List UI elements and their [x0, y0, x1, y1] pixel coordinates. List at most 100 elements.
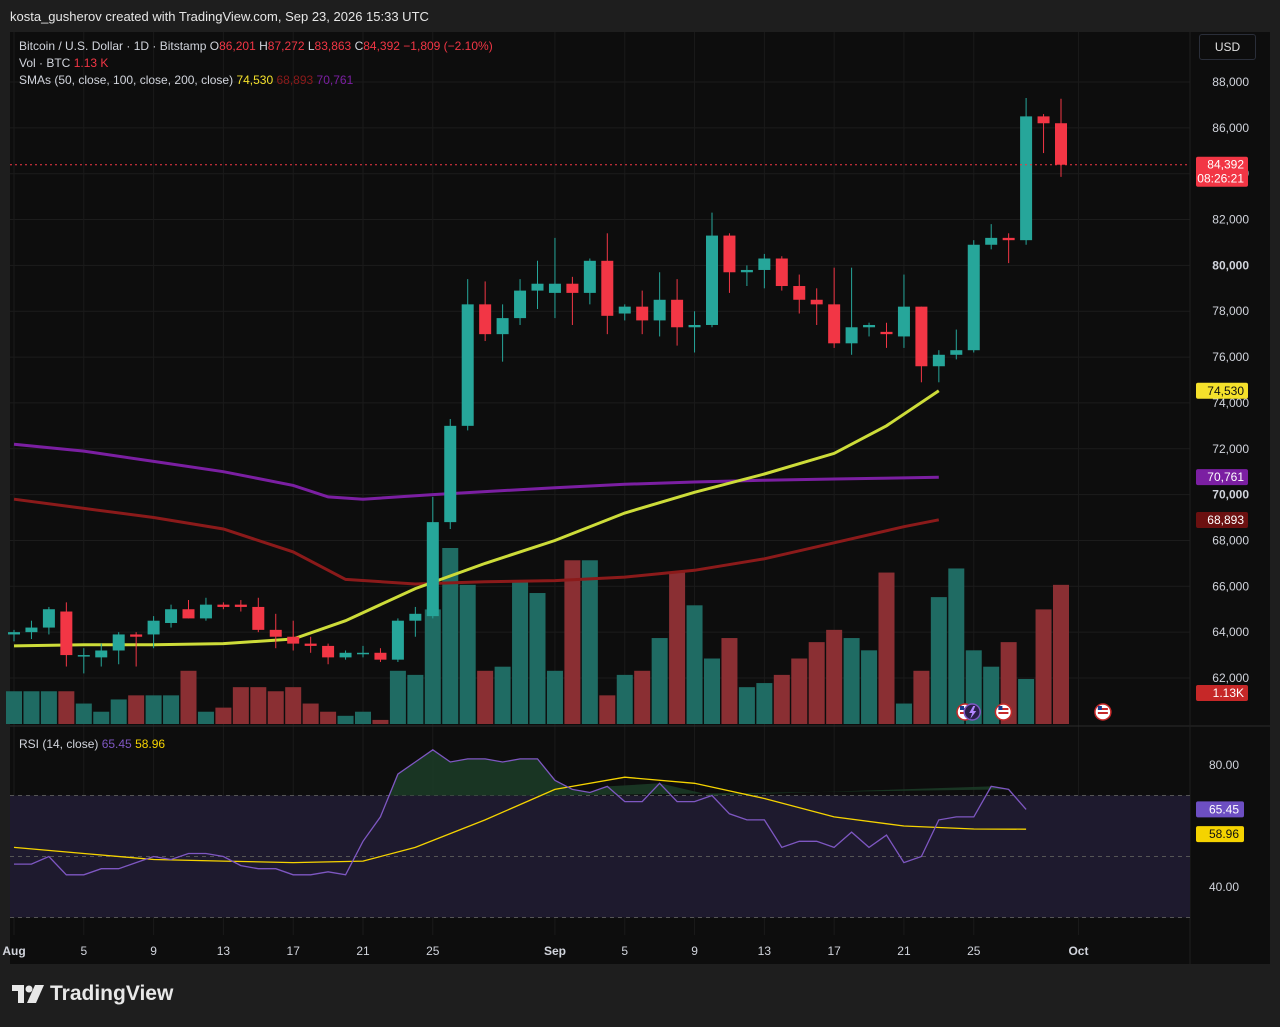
volume-bar	[581, 560, 598, 724]
candle-body[interactable]	[1020, 116, 1033, 241]
candle-body[interactable]	[182, 609, 195, 619]
sma100-badge-text: 68,893	[1207, 513, 1244, 527]
candle-body[interactable]	[810, 299, 823, 305]
candle-body[interactable]	[130, 634, 143, 637]
candle-body[interactable]	[426, 522, 439, 617]
candle-body[interactable]	[950, 350, 963, 355]
candle-body[interactable]	[828, 304, 841, 344]
candle-body[interactable]	[496, 318, 509, 335]
candle-body[interactable]	[112, 634, 125, 651]
rsi-label[interactable]: RSI (14, close)	[19, 737, 99, 751]
candle-body[interactable]	[479, 304, 492, 335]
volume-bar	[913, 670, 930, 724]
candle-body[interactable]	[444, 425, 457, 523]
candle-body[interactable]	[199, 604, 212, 619]
sma100-line	[13, 497, 940, 586]
candle-body[interactable]	[1002, 237, 1015, 241]
volume-bar	[128, 695, 145, 724]
candle-body[interactable]	[1055, 123, 1067, 165]
candle-body[interactable]	[706, 235, 718, 325]
candle-body[interactable]	[618, 306, 631, 314]
candle-body[interactable]	[269, 629, 282, 637]
candle-body[interactable]	[636, 306, 649, 321]
candle-body[interactable]	[461, 304, 474, 426]
candle-body[interactable]	[531, 283, 544, 291]
symbol-title[interactable]: Bitcoin / U.S. Dollar · 1D · Bitstamp	[19, 39, 207, 53]
candle-body[interactable]	[304, 643, 317, 646]
volume-label[interactable]: Vol · BTC	[19, 56, 71, 70]
time-axis-label: 13	[217, 944, 231, 958]
candle-body[interactable]	[1037, 116, 1050, 124]
sma50-value: 74,530	[236, 73, 274, 87]
candle-body[interactable]	[252, 606, 265, 630]
price-axis-label: 80,000	[1212, 258, 1249, 272]
volume-bar	[267, 691, 284, 724]
candle-body[interactable]	[880, 331, 893, 335]
currency-button[interactable]: USD	[1199, 34, 1256, 60]
candle-body[interactable]	[77, 655, 90, 657]
candle-body[interactable]	[374, 652, 387, 660]
candle-body[interactable]	[601, 260, 614, 316]
time-axis-label: 17	[827, 944, 841, 958]
candle-body[interactable]	[548, 283, 561, 293]
candle-body[interactable]	[95, 650, 108, 658]
candle-body[interactable]	[758, 258, 771, 270]
price-axis-label: 66,000	[1212, 579, 1249, 593]
candle-body[interactable]	[583, 260, 596, 293]
rsi-legend: RSI (14, close) 65.45 58.96	[19, 737, 165, 751]
tradingview-logo[interactable]: TradingView	[12, 982, 173, 1006]
volume-bar	[320, 711, 337, 724]
price-axis-label: 62,000	[1212, 671, 1249, 685]
candle-body[interactable]	[932, 354, 945, 367]
close-value: 84,392	[363, 39, 400, 53]
candle-body[interactable]	[671, 299, 684, 328]
volume-bar	[704, 658, 720, 724]
candle-body[interactable]	[775, 258, 788, 287]
candle-body[interactable]	[60, 611, 73, 656]
time-axis-label: 21	[356, 944, 370, 958]
rsi-value-badge-text: 65.45	[1209, 802, 1239, 816]
candle-body[interactable]	[740, 269, 753, 273]
candle-body[interactable]	[653, 299, 666, 321]
candle-body[interactable]	[793, 286, 806, 300]
last-price-badge-text: 84,392	[1207, 158, 1244, 172]
sma-label[interactable]: SMAs (50, close, 100, close, 200, close)	[19, 73, 234, 87]
candle-body[interactable]	[42, 609, 55, 628]
candle-body[interactable]	[967, 244, 980, 351]
volume-badge	[1196, 685, 1248, 701]
low-label: L	[307, 39, 315, 53]
candle-body[interactable]	[915, 306, 928, 367]
candle-body[interactable]	[688, 324, 701, 328]
volume-bar	[180, 670, 197, 724]
rsi-value-badge	[1196, 801, 1244, 818]
volume-bar	[6, 691, 22, 724]
candle-body[interactable]	[566, 283, 579, 293]
high-value: 87,272	[267, 39, 305, 53]
candle-body[interactable]	[287, 636, 300, 644]
candle-body[interactable]	[985, 237, 998, 245]
candle-body[interactable]	[897, 306, 910, 337]
candle-body[interactable]	[845, 327, 858, 344]
candle-body[interactable]	[863, 324, 876, 328]
candle-body[interactable]	[391, 620, 404, 660]
candle-body[interactable]	[217, 604, 230, 607]
volume-bar	[564, 560, 581, 724]
flag-canton	[1097, 706, 1102, 710]
candle-body[interactable]	[147, 620, 160, 635]
candle-body[interactable]	[234, 604, 247, 607]
volume-bar	[808, 642, 825, 724]
candle-body[interactable]	[322, 645, 335, 658]
candle-body[interactable]	[514, 290, 527, 319]
candle-body[interactable]	[723, 235, 736, 273]
candle-body[interactable]	[357, 652, 369, 655]
volume-bar	[791, 658, 808, 724]
candle-body[interactable]	[339, 652, 352, 658]
candle-body[interactable]	[409, 613, 422, 621]
candle-body[interactable]	[165, 609, 178, 623]
change-value: −1,809 (−2.10%)	[403, 39, 493, 53]
volume-bar	[651, 638, 668, 724]
candle-body[interactable]	[8, 632, 20, 635]
candle-body[interactable]	[25, 627, 38, 633]
volume-bar	[1053, 584, 1069, 724]
